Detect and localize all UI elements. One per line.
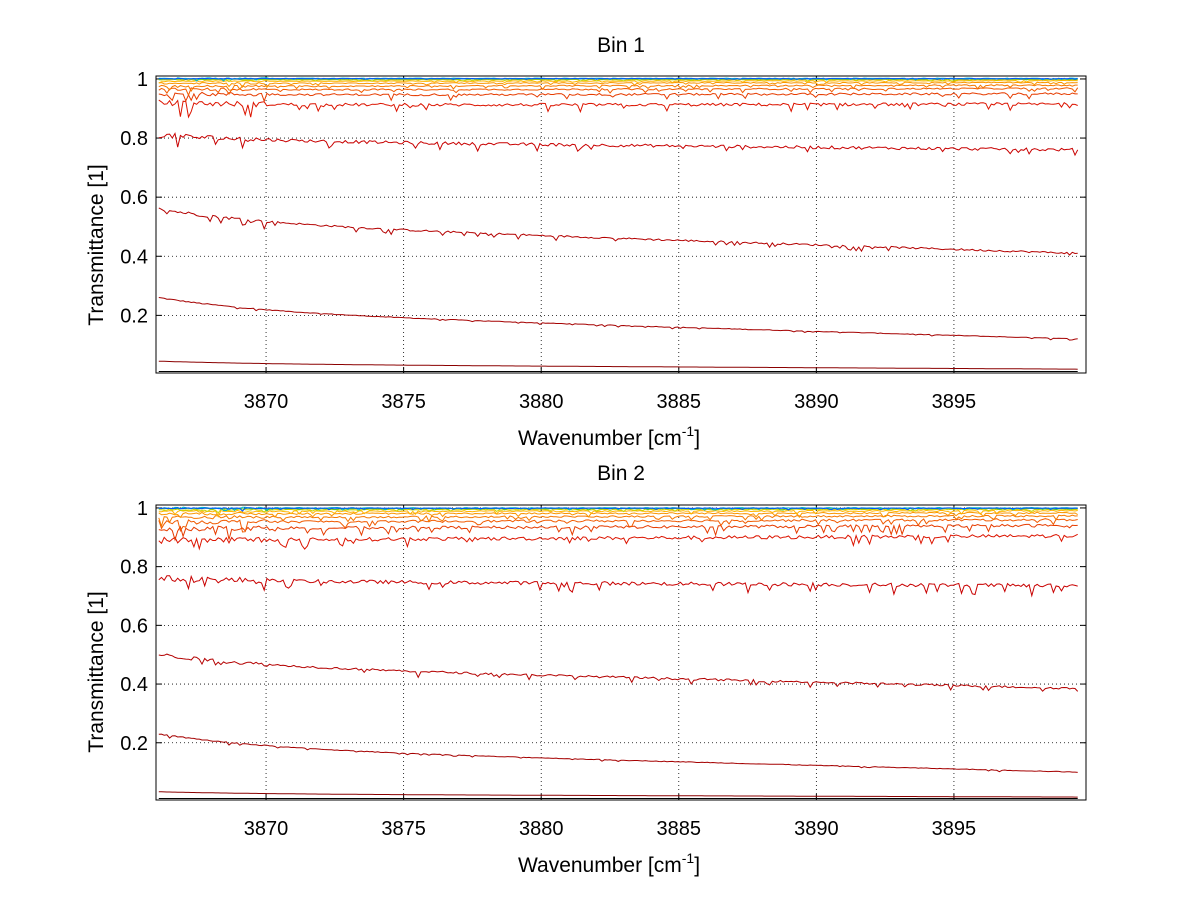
y-tick-label: 1	[137, 498, 148, 520]
series-line	[158, 507, 1078, 512]
axes-frame	[155, 75, 1087, 374]
subplot-bin-1: Bin 1 3870 3875 3880 3885 3890 3895 0.2 0.4 0.6…	[85, 34, 1087, 450]
axes-frame	[155, 504, 1087, 801]
y-tick-label: 0.6	[120, 615, 148, 637]
y-tick-label: 0.8	[120, 557, 148, 579]
x-axis-label-text: Wavenumber [cm	[518, 427, 682, 450]
series-line	[158, 509, 1078, 518]
y-axis-label: Transmittance [1]	[85, 164, 108, 325]
series-line	[158, 297, 1078, 341]
x-tick-label: 3875	[381, 818, 426, 840]
x-tick-label: 3885	[657, 391, 702, 413]
y-tick-label: 0.8	[120, 128, 148, 150]
series-line	[158, 733, 1078, 773]
series-line	[158, 77, 1078, 80]
x-tick-label: 3885	[657, 818, 702, 840]
x-tick-labels: 3870 3875 3880 3885 3890 3895	[244, 818, 976, 840]
y-tick-labels: 0.2 0.4 0.6 0.8 1	[120, 69, 148, 327]
y-tick-label: 0.2	[120, 305, 148, 327]
x-axis-label-superscript: -1	[682, 423, 695, 439]
y-axis-label: Transmittance [1]	[85, 591, 108, 752]
series-line	[158, 79, 1078, 84]
y-tick-label: 0.4	[120, 674, 148, 696]
series-line	[158, 360, 1078, 370]
y-tick-labels: 0.2 0.4 0.6 0.8 1	[120, 498, 148, 755]
x-tick-label: 3870	[244, 391, 289, 413]
x-axis-label: Wavenumber [cm-1]	[518, 850, 700, 877]
series-line	[158, 518, 1078, 533]
series-line	[158, 91, 1078, 103]
series-line	[158, 514, 1078, 528]
series-line	[158, 791, 1078, 798]
series-line	[158, 207, 1078, 256]
x-tick-label: 3895	[932, 391, 977, 413]
series-line	[158, 81, 1078, 89]
y-tick-label: 0.4	[120, 246, 148, 268]
x-tick-label: 3890	[794, 818, 839, 840]
series-line	[158, 99, 1078, 119]
x-axis-label: Wavenumber [cm-1]	[518, 423, 700, 450]
x-tick-label: 3880	[519, 391, 564, 413]
series-line	[158, 523, 1078, 542]
series-line	[158, 87, 1079, 97]
x-tick-labels: 3870 3875 3880 3885 3890 3895	[244, 391, 976, 413]
series-layer	[158, 506, 1079, 799]
x-axis-label-end: ]	[694, 854, 700, 877]
x-tick-label: 3880	[519, 818, 564, 840]
x-axis-label-end: ]	[694, 427, 700, 450]
series-line	[158, 574, 1078, 598]
subplot-title: Bin 2	[597, 462, 645, 485]
series-line	[158, 653, 1079, 692]
series-line	[158, 511, 1078, 519]
series-line	[158, 132, 1079, 157]
subplot-title: Bin 1	[597, 34, 645, 57]
series-layer	[158, 77, 1079, 372]
x-axis-label-superscript: -1	[682, 850, 695, 866]
series-line	[158, 84, 1078, 92]
x-tick-label: 3870	[244, 818, 289, 840]
x-tick-label: 3875	[381, 391, 426, 413]
y-tick-label: 1	[137, 69, 148, 91]
subplot-bin-2: Bin 2 3870 3875 3880 3885 3890 3895 0.2 0.4 0.6…	[85, 462, 1087, 877]
series-line	[158, 78, 1078, 83]
x-tick-label: 3890	[794, 391, 839, 413]
x-axis-label-text: Wavenumber [cm	[518, 854, 682, 877]
x-tick-label: 3895	[932, 818, 977, 840]
y-tick-label: 0.6	[120, 187, 148, 209]
y-tick-label: 0.2	[120, 733, 148, 755]
series-line	[158, 533, 1078, 551]
